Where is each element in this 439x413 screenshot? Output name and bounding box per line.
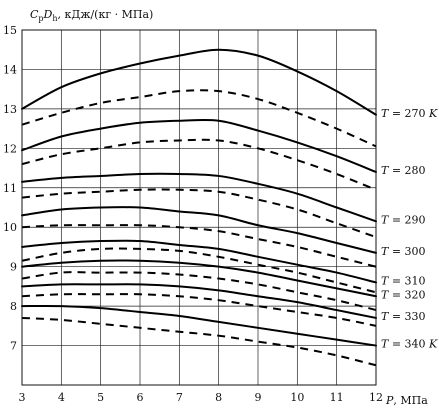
series-line-11: [21, 271, 377, 312]
x-tick-label: 9: [255, 391, 262, 404]
series-label: T = 330: [381, 310, 426, 323]
series-lines: [21, 48, 377, 367]
series-line-15: [21, 316, 377, 367]
series-line-14: [21, 304, 377, 347]
series-line-13: [21, 293, 377, 327]
y-tick-label: 8: [10, 300, 17, 313]
series-label: T = 310: [381, 274, 426, 287]
series-line-3: [21, 138, 377, 191]
series-label: T = 300: [381, 245, 426, 258]
x-tick-label: 7: [176, 391, 183, 404]
x-tick-label: 6: [137, 391, 144, 404]
plot-frame: [21, 29, 377, 386]
y-tick-label: 10: [3, 221, 17, 234]
y-tick-label: 15: [3, 24, 17, 37]
y-tick-label: 11: [3, 182, 17, 195]
x-tick-label: 12: [369, 391, 383, 404]
series-line-2: [21, 118, 377, 173]
series-line-9: [21, 247, 377, 294]
series-line-5: [21, 188, 377, 239]
series-label: T = 340 K: [381, 338, 438, 351]
series-label: T = 280: [381, 164, 426, 177]
series-label: T = 320: [381, 288, 426, 301]
series-line-10: [21, 259, 377, 298]
x-tick-label: 5: [97, 391, 104, 404]
x-tick-labels: 3 4 5 6 7 8 9 10 11 12: [19, 391, 384, 404]
x-tick-label: 11: [330, 391, 344, 404]
series-line-6: [21, 206, 377, 254]
x-axis-title: P, МПа: [385, 394, 428, 407]
series-label: T = 290: [381, 213, 426, 226]
series-line-0: [21, 48, 377, 116]
series-line-4: [21, 172, 377, 223]
series-label: T = 270 K: [381, 107, 438, 120]
y-tick-label: 14: [3, 63, 17, 76]
y-tick-label: 13: [3, 103, 17, 116]
x-tick-label: 3: [19, 391, 26, 404]
y-axis-title: CpDh, кДж/(кг · МПа): [30, 8, 153, 23]
y-tick-label: 9: [10, 261, 17, 274]
x-tick-label: 4: [58, 391, 65, 404]
series-line-7: [21, 224, 377, 268]
series-line-1: [21, 89, 377, 148]
series-line-8: [21, 239, 377, 284]
y-tick-labels: 7 8 9 10 11 12 13 14 15: [3, 24, 17, 353]
y-tick-label: 7: [10, 340, 17, 353]
x-tick-label: 10: [290, 391, 304, 404]
x-tick-label: 8: [215, 391, 222, 404]
series-line-12: [21, 283, 377, 319]
y-tick-label: 12: [3, 142, 17, 155]
